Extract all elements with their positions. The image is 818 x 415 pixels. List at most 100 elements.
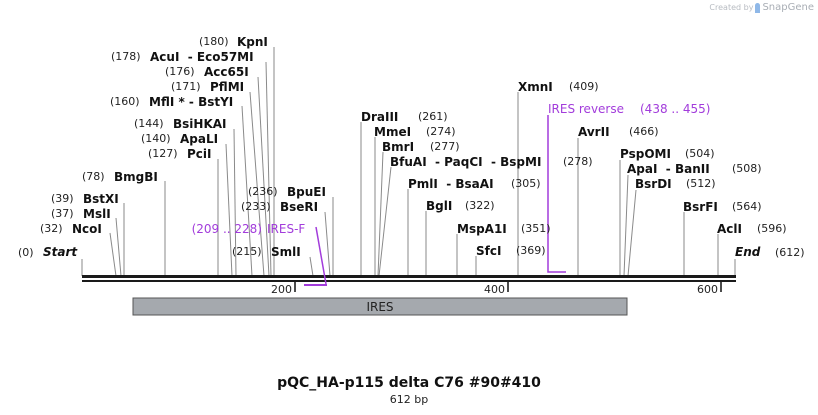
enzyme-label: PspOMI [620, 147, 671, 161]
site-mfli-bstyi[interactable]: (160) MflI * - BstYI [110, 95, 233, 109]
site-draiii[interactable]: DraIII (261) [361, 110, 448, 124]
svg-text:(409): (409) [569, 80, 599, 93]
enzyme-label: BfuAI - PaqCI - BspMI [390, 155, 541, 169]
primer-ires-reverse-label: IRES reverse [548, 102, 624, 116]
svg-text:(596): (596) [757, 222, 787, 235]
site-bmri[interactable]: BmrI (277) [382, 140, 460, 154]
site-acc65i[interactable]: (176) Acc65I [165, 65, 249, 79]
site-pspomi[interactable]: PspOMI (504) [620, 147, 715, 161]
enzyme-label: MspA1I [457, 222, 507, 236]
credit-brand: SnapGene [762, 2, 814, 13]
site-apai-banii[interactable]: ApaI - BanII (508) [627, 162, 762, 176]
snapgene-credit: Created by SnapGene [709, 2, 814, 13]
tick-200: 200 [271, 283, 292, 296]
primer-ires-f-label: IRES-F [267, 222, 305, 236]
site-bstxi[interactable]: (39) BstXI [51, 192, 119, 206]
site-msli[interactable]: (37) MslI [51, 207, 111, 221]
site-bsihkai[interactable]: (144) BsiHKAI [134, 117, 227, 131]
svg-text:(37): (37) [51, 207, 74, 220]
enzyme-label: BmrI [382, 140, 414, 154]
svg-text:(236): (236) [248, 185, 278, 198]
site-sfci[interactable]: SfcI (369) [476, 244, 546, 258]
ruler: 200 400 600 [271, 282, 722, 296]
site-pcii[interactable]: (127) PciI [148, 147, 212, 161]
enzyme-label: BsiHKAI [173, 117, 227, 131]
enzyme-label: AcuI - Eco57MI [150, 50, 254, 64]
site-pflmi[interactable]: (171) PflMI [171, 80, 244, 94]
primer-ires-reverse[interactable]: IRES reverse (438 .. 455) [547, 102, 710, 273]
sites-right: XmnI (409) DraIII (261) MmeI (274) BmrI (277… [361, 80, 787, 258]
site-acui-eco57mi[interactable]: (178) AcuI - Eco57MI [111, 50, 254, 64]
site-bsrdi[interactable]: BsrDI (512) [635, 177, 716, 191]
enzyme-label: DraIII [361, 110, 398, 124]
enzyme-label: BmgBI [114, 170, 158, 184]
enzyme-label: BstXI [83, 192, 119, 206]
enzyme-label: PciI [187, 147, 212, 161]
sequence-map: 200 400 600 IRES (209 .. 228) IRES-F IRE… [18, 35, 805, 316]
svg-text:(233): (233) [241, 200, 271, 213]
svg-text:(466): (466) [629, 125, 659, 138]
svg-text:(215): (215) [232, 245, 262, 258]
site-ncoi[interactable]: (32) NcoI [40, 222, 102, 236]
site-mspa1i[interactable]: MspA1I (351) [457, 222, 551, 236]
primer-ires-reverse-range: (438 .. 455) [640, 102, 710, 116]
enzyme-label: BsrFI [683, 200, 718, 214]
enzyme-label: MmeI [374, 125, 411, 139]
primer-ires-f-range: (209 .. 228) [192, 222, 262, 236]
enzyme-label: BglI [426, 199, 452, 213]
svg-text:(32): (32) [40, 222, 63, 235]
site-acli[interactable]: AclI (596) [717, 222, 787, 236]
enzyme-label: AvrII [578, 125, 610, 139]
enzyme-label: MflI * - BstYI [149, 95, 233, 109]
svg-text:(144): (144) [134, 117, 164, 130]
site-bfuai-paqci-bspmi[interactable]: BfuAI - PaqCI - BspMI (278) [390, 155, 593, 169]
backbone-bottom-strand [82, 280, 736, 282]
sites-left: (180) KpnI (178) AcuI - Eco57MI (176) Acc65… [40, 35, 326, 259]
site-connectors [81, 47, 736, 277]
site-pmli-bsaai[interactable]: PmlI - BsaAI (305) [408, 177, 541, 191]
svg-text:(171): (171) [171, 80, 201, 93]
enzyme-label: AclI [717, 222, 742, 236]
svg-text:(176): (176) [165, 65, 195, 78]
end-label: End [735, 245, 761, 259]
svg-text:(140): (140) [141, 132, 171, 145]
end-pos: (612) [775, 246, 805, 259]
site-xmni[interactable]: XmnI (409) [518, 80, 599, 94]
enzyme-label: PmlI - BsaAI [408, 177, 494, 191]
sequence-length: 612 bp [389, 393, 429, 406]
site-bpuei[interactable]: (236) BpuEI [248, 185, 326, 199]
site-kpni[interactable]: (180) KpnI [199, 35, 268, 49]
enzyme-label: Acc65I [204, 65, 249, 79]
svg-text:(508): (508) [732, 162, 762, 175]
enzyme-label: ApaLI [180, 132, 218, 146]
feature-ires-label: IRES [366, 300, 393, 314]
site-apali[interactable]: (140) ApaLI [141, 132, 218, 146]
enzyme-label: BseRI [280, 200, 318, 214]
tick-600: 600 [697, 283, 718, 296]
svg-text:(564): (564) [732, 200, 762, 213]
feature-ires[interactable]: IRES [132, 297, 628, 316]
site-bmgbi[interactable]: (78) BmgBI [82, 170, 158, 184]
svg-text:(160): (160) [110, 95, 140, 108]
svg-text:(305): (305) [511, 177, 541, 190]
enzyme-label: MslI [83, 207, 111, 221]
start-label: Start [43, 245, 78, 259]
svg-text:(277): (277) [430, 140, 460, 153]
enzyme-label: BpuEI [287, 185, 326, 199]
site-smli[interactable]: (215) SmlI [232, 245, 301, 259]
start-marker: (0) Start [18, 245, 78, 259]
svg-text:(278): (278) [563, 155, 593, 168]
enzyme-label: NcoI [72, 222, 102, 236]
site-bseri[interactable]: (233) BseRI [241, 200, 318, 214]
svg-text:(504): (504) [685, 147, 715, 160]
site-bgli[interactable]: BglI (322) [426, 199, 495, 213]
site-bsrfi[interactable]: BsrFI (564) [683, 200, 762, 214]
enzyme-label: SmlI [271, 245, 301, 259]
svg-text:(39): (39) [51, 192, 74, 205]
primer-ires-f[interactable]: (209 .. 228) IRES-F [192, 222, 327, 286]
site-avrii[interactable]: AvrII (466) [578, 125, 659, 139]
start-pos: (0) [18, 246, 34, 259]
map-title: pQC_HA-p115 delta C76 #90#410 [277, 375, 541, 391]
site-mmei[interactable]: MmeI (274) [374, 125, 456, 139]
svg-text:(274): (274) [426, 125, 456, 138]
